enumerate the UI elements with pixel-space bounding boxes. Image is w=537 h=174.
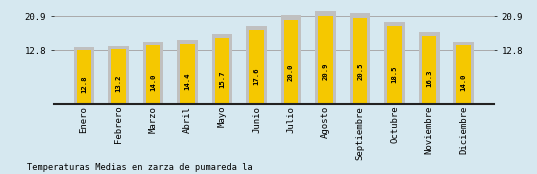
Text: 15.7: 15.7 bbox=[219, 70, 225, 88]
Text: 17.6: 17.6 bbox=[253, 67, 259, 85]
Bar bbox=[146, 45, 161, 104]
Text: 20.0: 20.0 bbox=[288, 64, 294, 81]
Bar bbox=[77, 50, 91, 104]
Text: Temperaturas Medias en zarza de pumareda la: Temperaturas Medias en zarza de pumareda… bbox=[27, 163, 252, 172]
Text: 18.5: 18.5 bbox=[391, 66, 398, 84]
Bar bbox=[318, 16, 333, 104]
Bar bbox=[422, 36, 437, 104]
Text: 14.0: 14.0 bbox=[461, 73, 467, 91]
Text: 16.3: 16.3 bbox=[426, 69, 432, 87]
Bar bbox=[249, 30, 264, 104]
Text: 20.9: 20.9 bbox=[323, 62, 329, 80]
Bar bbox=[212, 34, 233, 104]
Bar bbox=[180, 44, 195, 104]
Bar bbox=[143, 42, 163, 104]
Bar bbox=[215, 38, 229, 104]
Text: 13.2: 13.2 bbox=[115, 74, 121, 92]
Bar bbox=[453, 42, 474, 104]
Text: 14.4: 14.4 bbox=[185, 73, 191, 90]
Bar bbox=[74, 47, 95, 104]
Bar bbox=[353, 18, 367, 104]
Bar bbox=[284, 20, 299, 104]
Text: 12.8: 12.8 bbox=[81, 75, 87, 93]
Bar bbox=[350, 13, 371, 104]
Bar bbox=[456, 45, 471, 104]
Bar bbox=[111, 49, 126, 104]
Bar bbox=[177, 40, 198, 104]
Bar bbox=[108, 46, 129, 104]
Bar bbox=[315, 11, 336, 104]
Text: 14.0: 14.0 bbox=[150, 73, 156, 91]
Bar bbox=[387, 26, 402, 104]
Text: 20.5: 20.5 bbox=[357, 63, 363, 80]
Bar bbox=[246, 26, 267, 104]
Bar bbox=[384, 22, 405, 104]
Bar bbox=[281, 15, 301, 104]
Bar bbox=[419, 32, 439, 104]
